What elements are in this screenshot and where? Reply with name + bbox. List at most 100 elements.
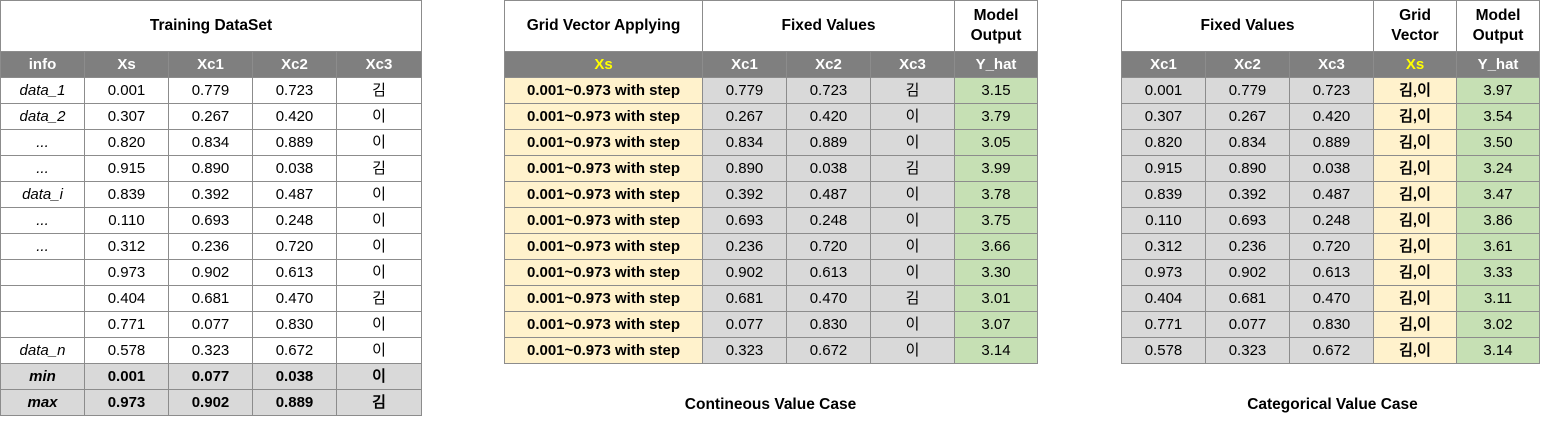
fixed-value-cell: 0.487 [1289, 181, 1374, 208]
table-cell: 0.613 [252, 259, 337, 286]
table-cell: 김 [335, 155, 423, 182]
fixed-value-cell: 0.830 [786, 311, 871, 338]
grid-vector-cell: 0.001~0.973 with step [504, 337, 703, 364]
grid-vector-cell: 0.001~0.973 with step [504, 259, 703, 286]
fixed-value-cell: 0.470 [786, 285, 871, 312]
fixed-value-cell: 이 [870, 181, 955, 208]
y-hat-cell: 3.07 [954, 311, 1038, 338]
fixed-value-cell: 0.779 [1205, 77, 1290, 104]
column-header: Xs [1373, 51, 1457, 78]
table-row: 0.001~0.973 with step 0.323 0.672 이 3.14 [504, 337, 1038, 364]
table-row: data_n 0.578 0.323 0.672 이 [0, 337, 423, 364]
summary-cell: 0.973 [84, 389, 169, 416]
fixed-value-cell: 이 [870, 259, 955, 286]
table-row: 0.404 0.681 0.470 김 [0, 285, 423, 312]
fixed-value-cell: 0.613 [1289, 259, 1374, 286]
summary-cell: 0.001 [84, 363, 169, 390]
table-row: 0.001~0.973 with step 0.834 0.889 이 3.05 [504, 129, 1038, 156]
table-cell: 0.902 [168, 259, 253, 286]
y-hat-cell: 3.79 [954, 103, 1038, 130]
table-cell: 김 [335, 285, 423, 312]
fixed-values-header: Fixed Values [1121, 0, 1374, 52]
fixed-value-cell: 0.779 [702, 77, 787, 104]
fixed-value-cell: 0.001 [1121, 77, 1206, 104]
table-cell: 0.681 [168, 285, 253, 312]
summary-cell: 0.077 [168, 363, 253, 390]
fixed-value-cell: 이 [870, 103, 955, 130]
fixed-value-cell: 0.720 [1289, 233, 1374, 260]
continuous-case-table: Grid Vector Applying Fixed Values Model … [504, 0, 1038, 364]
fixed-value-cell: 0.038 [1289, 155, 1374, 182]
table-cell: 이 [335, 207, 423, 234]
fixed-value-cell: 0.404 [1121, 285, 1206, 312]
fixed-value-cell: 0.323 [1205, 337, 1290, 364]
table-cell: 0.077 [168, 311, 253, 338]
table-row: 0.771 0.077 0.830 김,이 3.02 [1121, 311, 1540, 338]
fixed-value-cell: 0.236 [1205, 233, 1290, 260]
table-cell: 이 [335, 129, 423, 156]
table-cell: 이 [335, 259, 423, 286]
grid-vector-cell: 김,이 [1373, 207, 1457, 234]
table-cell: 0.470 [252, 285, 337, 312]
table-cell: 0.236 [168, 233, 253, 260]
fixed-value-cell: 김 [870, 77, 955, 104]
table-row: 0.001~0.973 with step 0.779 0.723 김 3.15 [504, 77, 1038, 104]
fixed-value-cell: 0.902 [702, 259, 787, 286]
summary-cell: 0.038 [252, 363, 337, 390]
table-cell: 0.973 [84, 259, 169, 286]
table-cell: 0.001 [84, 77, 169, 104]
grid-vector-cell: 김,이 [1373, 103, 1457, 130]
table-cell: 0.267 [168, 103, 253, 130]
info-cell [0, 285, 85, 312]
fixed-value-cell: 0.820 [1121, 129, 1206, 156]
y-hat-cell: 3.50 [1456, 129, 1540, 156]
table-cell: 0.420 [252, 103, 337, 130]
grid-vector-header: Grid Vector [1373, 0, 1457, 52]
grid-vector-cell: 0.001~0.973 with step [504, 155, 703, 182]
table-cell: 0.323 [168, 337, 253, 364]
fixed-values-header: Fixed Values [702, 0, 955, 52]
table-cell: 0.834 [168, 129, 253, 156]
table-cell: 0.672 [252, 337, 337, 364]
table-cell: 0.723 [252, 77, 337, 104]
table-row: 0.973 0.902 0.613 이 [0, 259, 423, 286]
grid-vector-applying-header: Grid Vector Applying [504, 0, 703, 52]
fixed-value-cell: 김 [870, 155, 955, 182]
fixed-value-cell: 이 [870, 129, 955, 156]
table-cell: 0.839 [84, 181, 169, 208]
column-header: Xc2 [786, 51, 871, 78]
table-cell: 0.248 [252, 207, 337, 234]
y-hat-cell: 3.33 [1456, 259, 1540, 286]
table-row: 0.404 0.681 0.470 김,이 3.11 [1121, 285, 1540, 312]
fixed-value-cell: 0.839 [1121, 181, 1206, 208]
grid-vector-cell: 0.001~0.973 with step [504, 103, 703, 130]
fixed-value-cell: 0.420 [786, 103, 871, 130]
table-cell: 0.693 [168, 207, 253, 234]
grid-vector-cell: 김,이 [1373, 155, 1457, 182]
fixed-value-cell: 0.267 [1205, 103, 1290, 130]
fixed-value-cell: 0.248 [1289, 207, 1374, 234]
summary-cell: 0.889 [252, 389, 337, 416]
table-row: 0.578 0.323 0.672 김,이 3.14 [1121, 337, 1540, 364]
info-cell: ... [0, 129, 85, 156]
table-row: 0.839 0.392 0.487 김,이 3.47 [1121, 181, 1540, 208]
table-cell: 0.830 [252, 311, 337, 338]
info-cell: ... [0, 233, 85, 260]
column-header: Xc1 [1121, 51, 1206, 78]
fixed-value-cell: 0.236 [702, 233, 787, 260]
table-row: 0.001~0.973 with step 0.693 0.248 이 3.75 [504, 207, 1038, 234]
grid-vector-cell: 0.001~0.973 with step [504, 129, 703, 156]
table-cell: 이 [335, 103, 423, 130]
fixed-value-cell: 이 [870, 207, 955, 234]
training-dataset-table: Training DataSet info Xs Xc1 Xc2 Xc3 dat… [0, 0, 423, 416]
table-row: 0.001~0.973 with step 0.236 0.720 이 3.66 [504, 233, 1038, 260]
table-row: 0.001~0.973 with step 0.902 0.613 이 3.30 [504, 259, 1038, 286]
table-row: ... 0.820 0.834 0.889 이 [0, 129, 423, 156]
info-cell: ... [0, 155, 85, 182]
y-hat-cell: 3.15 [954, 77, 1038, 104]
fixed-value-cell: 0.613 [786, 259, 871, 286]
fixed-value-cell: 0.890 [702, 155, 787, 182]
table-cell: 0.312 [84, 233, 169, 260]
grid-vector-cell: 0.001~0.973 with step [504, 181, 703, 208]
table-row: 0.312 0.236 0.720 김,이 3.61 [1121, 233, 1540, 260]
